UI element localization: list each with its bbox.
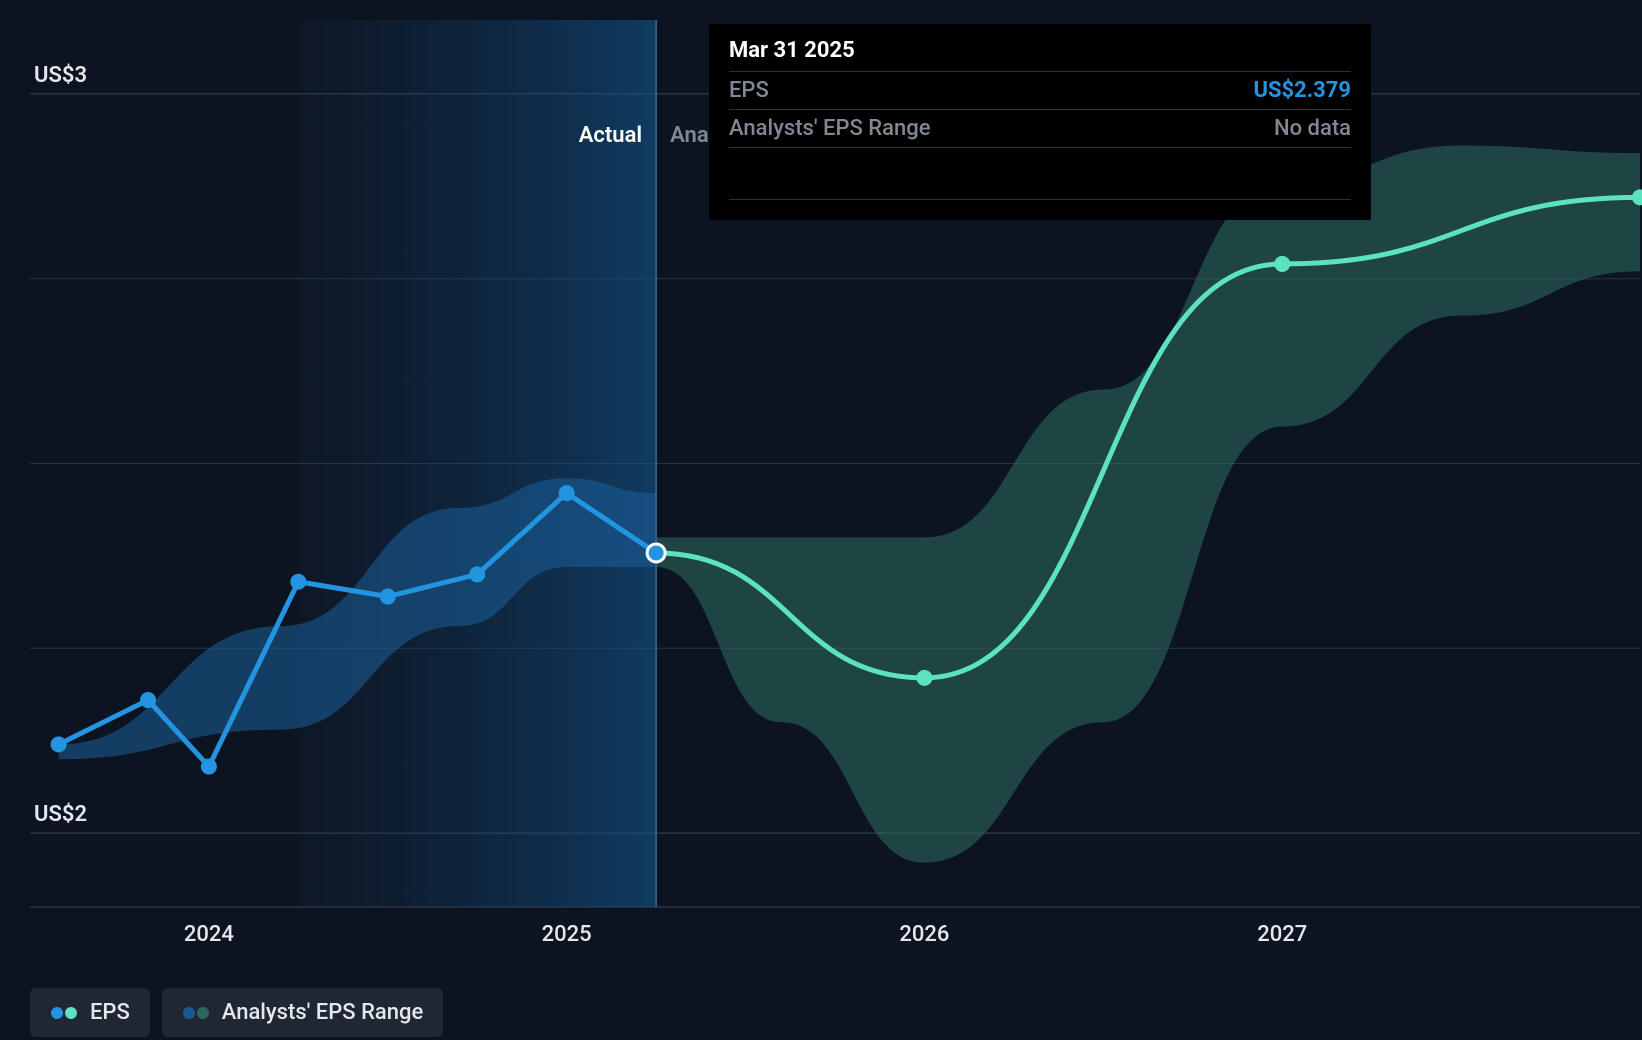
- svg-text:2027: 2027: [1257, 922, 1307, 947]
- svg-text:2025: 2025: [542, 922, 592, 947]
- tooltip-value: No data: [1274, 116, 1351, 141]
- svg-text:2024: 2024: [184, 922, 234, 947]
- chart-tooltip: Mar 31 2025 EPS US$2.379 Analysts' EPS R…: [709, 24, 1371, 220]
- tooltip-label: Analysts' EPS Range: [729, 116, 930, 141]
- legend-item-range[interactable]: Analysts' EPS Range: [162, 988, 443, 1037]
- tooltip-row-range: Analysts' EPS Range No data: [729, 110, 1351, 148]
- svg-text:2026: 2026: [899, 922, 949, 947]
- tooltip-label: EPS: [729, 78, 769, 103]
- tooltip-date: Mar 31 2025: [729, 38, 1351, 72]
- legend-item-eps[interactable]: EPS: [30, 988, 150, 1037]
- svg-text:Actual: Actual: [579, 123, 642, 148]
- tooltip-spacer: [729, 156, 1351, 200]
- tooltip-row-eps: EPS US$2.379: [729, 72, 1351, 110]
- legend-label: EPS: [90, 1000, 130, 1025]
- chart-legend: EPS Analysts' EPS Range: [30, 988, 443, 1037]
- svg-text:US$3: US$3: [34, 63, 87, 88]
- eps-chart-container: ActualAnalysts Forecasts US$2US$3 202420…: [0, 0, 1642, 1040]
- tooltip-value: US$2.379: [1253, 78, 1351, 103]
- legend-label: Analysts' EPS Range: [222, 1000, 423, 1025]
- legend-swatch-eps-icon: [50, 1006, 78, 1020]
- legend-swatch-range-icon: [182, 1006, 210, 1020]
- svg-text:US$2: US$2: [34, 802, 87, 827]
